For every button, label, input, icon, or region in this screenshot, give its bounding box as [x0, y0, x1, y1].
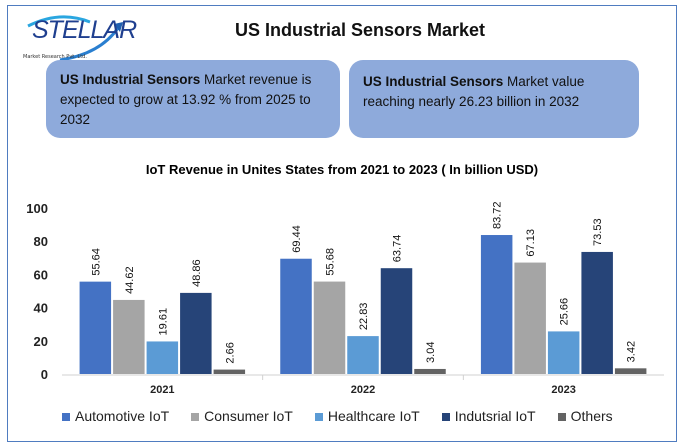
legend-item: Indutsrial IoT [441, 408, 536, 424]
bar [280, 258, 312, 374]
logo-text: STELLAR [32, 16, 137, 44]
data-label: 67.13 [525, 229, 537, 257]
y-tick-label: 60 [34, 267, 48, 282]
bar [414, 368, 446, 374]
legend-swatch [441, 413, 450, 421]
y-tick-label: 80 [34, 234, 48, 249]
info-box-text: Market revenue is expected to grow at 13… [60, 72, 312, 127]
legend-label: Consumer IoT [204, 408, 293, 424]
legend-item: Others [557, 408, 613, 424]
data-label: 83.72 [492, 201, 504, 229]
data-label: 48.86 [191, 259, 203, 287]
bar [514, 262, 546, 374]
bar [313, 281, 346, 374]
x-tick-label: 2021 [150, 384, 174, 396]
legend-label: Healthcare IoT [327, 408, 420, 424]
bar [113, 299, 145, 374]
data-label: 55.64 [90, 248, 102, 276]
info-box-growth: US Industrial Sensors Market revenue is … [46, 60, 340, 138]
data-label: 73.53 [592, 218, 604, 246]
y-tick-label: 100 [26, 201, 48, 216]
bar [380, 268, 413, 374]
bar [146, 341, 179, 374]
data-label: 22.83 [358, 303, 370, 331]
data-label: 69.44 [291, 225, 303, 253]
info-box-value: US Industrial Sensors Market value reach… [349, 60, 639, 138]
bar [347, 336, 379, 374]
y-tick-label: 40 [34, 301, 48, 316]
info-box-bold: US Industrial Sensors [363, 74, 504, 89]
legend-label: Others [570, 408, 613, 424]
x-tick-label: 2023 [551, 384, 575, 396]
data-label: 44.62 [124, 266, 136, 294]
data-label: 25.66 [559, 298, 571, 326]
bar [180, 292, 212, 374]
info-box-bold: US Industrial Sensors [60, 72, 201, 87]
bar [547, 331, 580, 374]
data-label: 19.61 [157, 308, 169, 336]
legend-swatch [314, 413, 323, 421]
bar [581, 251, 613, 374]
logo-swoosh-icon [27, 15, 123, 62]
data-label: 3.04 [425, 342, 437, 363]
legend-label: Automotive IoT [75, 408, 170, 424]
bar [213, 369, 246, 374]
bar [614, 368, 647, 374]
bar [79, 281, 112, 374]
bar [480, 235, 513, 374]
legend-swatch [557, 413, 566, 421]
logo-subtitle: Market Research Pvt. Ltd. [23, 54, 87, 60]
page-title: US Industrial Sensors Market [234, 20, 486, 40]
legend-swatch [62, 413, 70, 421]
legend: Automotive IoT Consumer IoT Healthcare IoT… [62, 408, 613, 424]
x-tick-label: 2022 [351, 384, 375, 396]
legend-swatch [191, 413, 200, 421]
y-tick-label: 0 [41, 367, 48, 382]
legend-item: Automotive IoT [62, 408, 169, 424]
data-label: 55.68 [325, 248, 337, 276]
frame [7, 5, 677, 442]
legend-label: Indutsrial IoT [454, 408, 536, 424]
y-tick-label: 20 [34, 334, 48, 349]
legend-item: Healthcare IoT [314, 408, 420, 424]
chart-title: IoT Revenue in Unites States from 2021 t… [145, 162, 539, 177]
data-label: 63.74 [392, 235, 404, 263]
legend-item: Consumer IoT [191, 408, 293, 424]
info-box-text: Market value reaching nearly 26.23 billi… [363, 74, 585, 109]
data-label: 3.42 [626, 341, 638, 362]
data-label: 2.66 [224, 342, 236, 363]
logo: STELLAR Market Research Pvt. Ltd. [20, 14, 137, 64]
